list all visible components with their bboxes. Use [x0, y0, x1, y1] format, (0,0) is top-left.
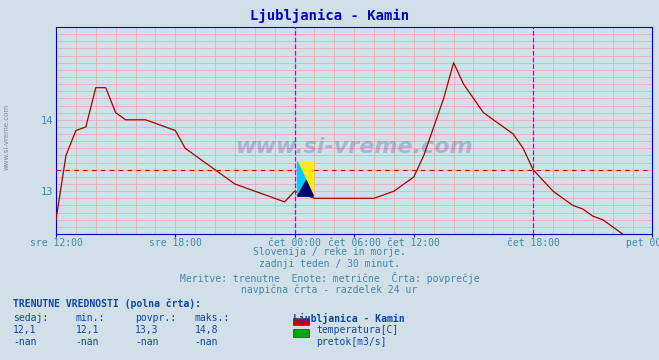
- Text: 12,1: 12,1: [13, 325, 37, 335]
- Text: povpr.:: povpr.:: [135, 313, 176, 323]
- Text: www.si-vreme.com: www.si-vreme.com: [3, 104, 10, 170]
- Text: Meritve: trenutne  Enote: metrične  Črta: povprečje: Meritve: trenutne Enote: metrične Črta: …: [180, 272, 479, 284]
- Text: maks.:: maks.:: [194, 313, 229, 323]
- Text: Ljubljanica - Kamin: Ljubljanica - Kamin: [293, 313, 405, 324]
- Text: navpična črta - razdelek 24 ur: navpična črta - razdelek 24 ur: [241, 284, 418, 295]
- Text: min.:: min.:: [76, 313, 105, 323]
- Text: Ljubljanica - Kamin: Ljubljanica - Kamin: [250, 9, 409, 23]
- Text: pretok[m3/s]: pretok[m3/s]: [316, 337, 387, 347]
- Text: zadnji teden / 30 minut.: zadnji teden / 30 minut.: [259, 259, 400, 269]
- Polygon shape: [298, 181, 314, 196]
- Text: -nan: -nan: [135, 337, 159, 347]
- Text: Slovenija / reke in morje.: Slovenija / reke in morje.: [253, 247, 406, 257]
- Text: 13,3: 13,3: [135, 325, 159, 335]
- Polygon shape: [298, 162, 306, 196]
- Polygon shape: [298, 162, 314, 196]
- Text: www.si-vreme.com: www.si-vreme.com: [235, 137, 473, 157]
- Text: 14,8: 14,8: [194, 325, 218, 335]
- Text: 12,1: 12,1: [76, 325, 100, 335]
- Text: temperatura[C]: temperatura[C]: [316, 325, 399, 335]
- Text: -nan: -nan: [76, 337, 100, 347]
- Text: TRENUTNE VREDNOSTI (polna črta):: TRENUTNE VREDNOSTI (polna črta):: [13, 299, 201, 309]
- Text: -nan: -nan: [194, 337, 218, 347]
- Text: -nan: -nan: [13, 337, 37, 347]
- Text: sedaj:: sedaj:: [13, 313, 48, 323]
